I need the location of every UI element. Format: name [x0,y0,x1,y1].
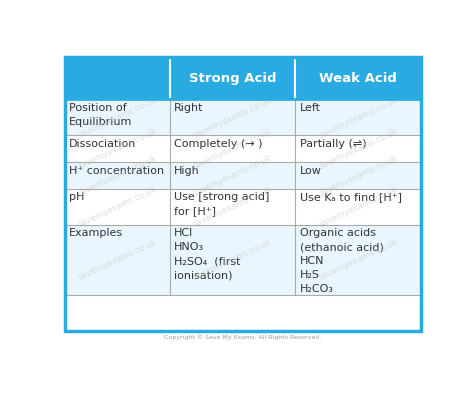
Text: savemyexams.co.uk: savemyexams.co.uk [192,127,273,171]
Bar [170,100,295,135]
Text: savemyexams.co.uk: savemyexams.co.uk [77,184,158,229]
Text: savemyexams.co.uk: savemyexams.co.uk [318,238,399,282]
Bar [65,189,170,224]
Text: savemyexams.co.uk: savemyexams.co.uk [77,95,158,140]
Text: Organic acids
(ethanoic acid)
HCN
H₂S
H₂CO₃: Organic acids (ethanoic acid) HCN H₂S H₂… [300,228,383,294]
Bar [65,162,170,189]
Text: savemyexams.co.uk: savemyexams.co.uk [318,95,399,140]
Bar [295,135,421,162]
Bar [65,224,170,295]
Bar [65,100,170,135]
Bar [295,189,421,224]
Text: savemyexams.co.uk: savemyexams.co.uk [77,238,158,282]
Bar [65,57,421,331]
Text: Copyright © Save My Exams. All Rights Reserved.: Copyright © Save My Exams. All Rights Re… [164,334,321,340]
Text: Right: Right [174,103,204,113]
Text: Partially (⇌): Partially (⇌) [300,139,366,149]
Text: H⁺ concentration: H⁺ concentration [69,166,164,176]
Bar [170,162,295,189]
Bar [170,224,295,295]
Text: savemyexams.co.uk: savemyexams.co.uk [318,153,399,197]
Text: Left: Left [300,103,321,113]
Text: Weak Acid: Weak Acid [319,72,397,85]
Text: savemyexams.co.uk: savemyexams.co.uk [77,127,158,171]
Text: savemyexams.co.uk: savemyexams.co.uk [192,184,273,229]
Text: savemyexams.co.uk: savemyexams.co.uk [318,127,399,171]
Bar [170,189,295,224]
Text: pH: pH [69,192,84,202]
Bar [170,135,295,162]
Bar [65,57,421,100]
Text: savemyexams.co.uk: savemyexams.co.uk [192,153,273,197]
Text: savemyexams.co.uk: savemyexams.co.uk [192,238,273,282]
Text: Position of
Equilibrium: Position of Equilibrium [69,103,133,127]
Bar [65,135,170,162]
Text: High: High [174,166,200,176]
Bar [295,100,421,135]
Text: savemyexams.co.uk: savemyexams.co.uk [318,184,399,229]
Text: Low: Low [300,166,321,176]
Text: Use [strong acid]
for [H⁺]: Use [strong acid] for [H⁺] [174,192,270,217]
Text: savemyexams.co.uk: savemyexams.co.uk [192,95,273,140]
Text: Strong Acid: Strong Acid [189,72,276,85]
Bar [295,162,421,189]
Text: Examples: Examples [69,228,123,238]
Text: HCl
HNO₃
H₂SO₄  (first
ionisation): HCl HNO₃ H₂SO₄ (first ionisation) [174,228,241,280]
Text: Use Kₐ to find [H⁺]: Use Kₐ to find [H⁺] [300,192,401,202]
Text: Completely (→ ): Completely (→ ) [174,139,263,149]
Text: Dissociation: Dissociation [69,139,137,149]
Text: savemyexams.co.uk: savemyexams.co.uk [77,153,158,197]
Bar [295,224,421,295]
